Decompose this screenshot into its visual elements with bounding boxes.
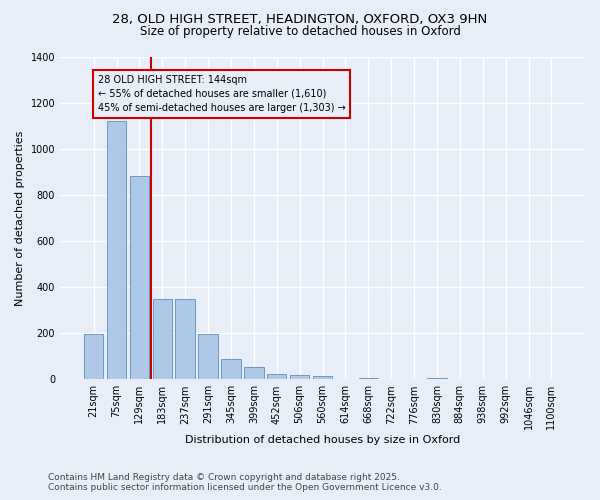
Bar <box>107 121 126 380</box>
Text: Contains HM Land Registry data © Crown copyright and database right 2025.
Contai: Contains HM Land Registry data © Crown c… <box>48 473 442 492</box>
Bar <box>290 374 310 380</box>
Bar <box>152 298 172 380</box>
Y-axis label: Number of detached properties: Number of detached properties <box>15 130 25 306</box>
Bar <box>221 358 241 380</box>
X-axis label: Distribution of detached houses by size in Oxford: Distribution of detached houses by size … <box>185 435 460 445</box>
Bar <box>267 374 286 380</box>
Bar <box>244 366 263 380</box>
Text: 28, OLD HIGH STREET, HEADINGTON, OXFORD, OX3 9HN: 28, OLD HIGH STREET, HEADINGTON, OXFORD,… <box>112 12 488 26</box>
Bar <box>175 298 195 380</box>
Bar <box>199 334 218 380</box>
Bar <box>359 378 378 380</box>
Bar <box>84 334 103 380</box>
Bar <box>313 376 332 380</box>
Bar <box>130 176 149 380</box>
Text: 28 OLD HIGH STREET: 144sqm
← 55% of detached houses are smaller (1,610)
45% of s: 28 OLD HIGH STREET: 144sqm ← 55% of deta… <box>98 75 346 113</box>
Text: Size of property relative to detached houses in Oxford: Size of property relative to detached ho… <box>140 25 460 38</box>
Bar <box>427 378 446 380</box>
